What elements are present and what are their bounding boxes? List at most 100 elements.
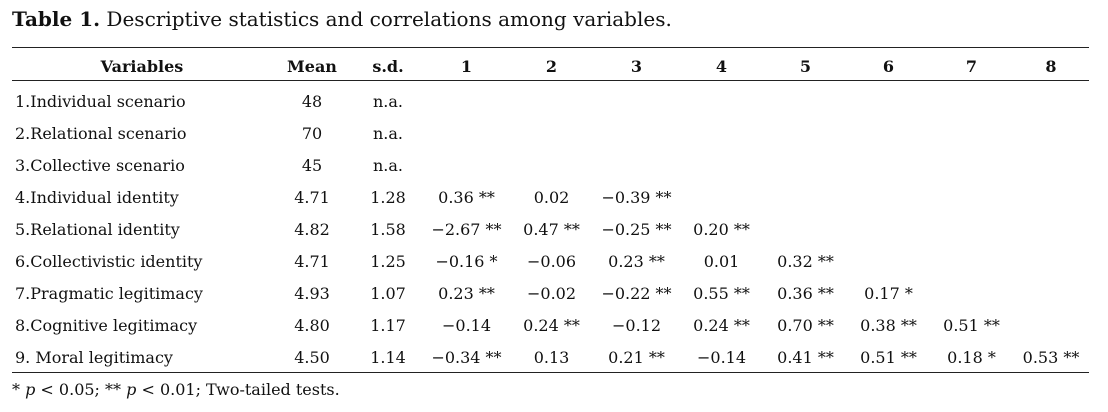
- value-cell: 0.18 *: [947, 347, 996, 367]
- value-cell: 0.55 **: [693, 283, 750, 303]
- variable-name-cell: 6.Collectivistic identity: [15, 251, 203, 271]
- value-cell: −0.25 **: [601, 219, 672, 239]
- value-cell: −2.67 **: [431, 219, 502, 239]
- value-cell: 0.20 **: [693, 219, 750, 239]
- value-cell: 0.36 **: [777, 283, 834, 303]
- table-row: 5.Relational identity 4.82 1.58 −2.67 ** 0.4…: [12, 213, 1089, 245]
- value-cell: −0.16 *: [435, 251, 498, 271]
- column-header-sd: s.d.: [372, 56, 404, 76]
- column-header-variables: Variables: [100, 56, 184, 76]
- column-header-4: 4: [715, 56, 728, 76]
- value-cell: 45: [301, 155, 323, 175]
- table-body: 1.Individual scenario 48 n.a. 2.Relational …: [12, 80, 1089, 373]
- variable-name-cell: 5.Relational identity: [15, 219, 180, 239]
- table-label: Table 1.: [12, 7, 101, 31]
- value-cell: 0.38 **: [860, 315, 917, 335]
- value-cell: −0.34 **: [431, 347, 502, 367]
- value-cell: [424, 149, 509, 181]
- value-cell: [1013, 213, 1089, 245]
- table-title: Descriptive statistics and correlations …: [100, 7, 672, 31]
- value-cell: 0.13: [533, 347, 570, 367]
- variable-name-cell: 9. Moral legitimacy: [15, 347, 173, 367]
- column-header-2: 2: [545, 56, 558, 76]
- table-row: 2.Relational scenario 70 n.a.: [12, 117, 1089, 149]
- value-cell: −0.06: [526, 251, 577, 271]
- value-cell: [847, 85, 930, 117]
- variable-name-cell: 7.Pragmatic legitimacy: [15, 283, 203, 303]
- table-caption: Table 1. Descriptive statistics and corr…: [12, 7, 672, 31]
- value-cell: 48: [301, 91, 323, 111]
- table-row: 1.Individual scenario 48 n.a.: [12, 85, 1089, 117]
- value-cell: 0.51 **: [943, 315, 1000, 335]
- value-cell: 0.02: [533, 187, 570, 207]
- value-cell: [594, 149, 679, 181]
- value-cell: [509, 149, 594, 181]
- value-cell: [930, 181, 1013, 213]
- value-cell: 4.93: [294, 283, 330, 303]
- value-cell: [594, 85, 679, 117]
- value-cell: 0.32 **: [777, 251, 834, 271]
- header-row: Variables Mean s.d. 1 2 3 4 5 6 7 8: [12, 52, 1089, 80]
- value-cell: 1.07: [370, 283, 406, 303]
- note-p-symbol: p: [25, 380, 36, 399]
- top-rule: [12, 47, 1089, 48]
- value-cell: [594, 117, 679, 149]
- bottom-rule: [12, 372, 1089, 373]
- value-cell: 4.80: [294, 315, 330, 335]
- value-cell: [764, 213, 847, 245]
- value-cell: [847, 245, 930, 277]
- value-cell: [847, 149, 930, 181]
- value-cell: 1.28: [370, 187, 406, 207]
- variable-name-cell: 8.Cognitive legitimacy: [15, 315, 198, 335]
- table-row: 7.Pragmatic legitimacy 4.93 1.07 0.23 ** −0.…: [12, 277, 1089, 309]
- variable-name-cell: 3.Collective scenario: [15, 155, 185, 175]
- value-cell: −0.39 **: [601, 187, 672, 207]
- value-cell: 1.58: [370, 219, 406, 239]
- value-cell: −0.02: [526, 283, 577, 303]
- value-cell: [679, 181, 764, 213]
- column-header-5: 5: [799, 56, 812, 76]
- column-header-1: 1: [460, 56, 473, 76]
- column-header-3: 3: [630, 56, 643, 76]
- table-row: 3.Collective scenario 45 n.a.: [12, 149, 1089, 181]
- value-cell: [1013, 309, 1089, 341]
- variable-name-cell: 4.Individual identity: [15, 187, 179, 207]
- note-p-symbol: p: [126, 380, 137, 399]
- value-cell: 1.17: [370, 315, 406, 335]
- value-cell: [847, 117, 930, 149]
- value-cell: [1013, 245, 1089, 277]
- value-cell: [1013, 117, 1089, 149]
- significance-note: * p < 0.05; ** p < 0.01; Two-tailed test…: [12, 380, 340, 399]
- value-cell: 0.21 **: [608, 347, 665, 367]
- value-cell: [764, 85, 847, 117]
- value-cell: [764, 149, 847, 181]
- value-cell: 0.23 **: [608, 251, 665, 271]
- value-cell: 0.41 **: [777, 347, 834, 367]
- value-cell: [930, 245, 1013, 277]
- value-cell: −0.14: [441, 315, 492, 335]
- value-cell: 0.51 **: [860, 347, 917, 367]
- value-cell: 4.82: [294, 219, 330, 239]
- value-cell: 0.01: [703, 251, 740, 271]
- note-part: < 0.01; Two-tailed tests.: [136, 380, 340, 399]
- column-header-7: 7: [965, 56, 978, 76]
- value-cell: n.a.: [372, 155, 403, 175]
- value-cell: [1013, 149, 1089, 181]
- value-cell: [764, 181, 847, 213]
- value-cell: [509, 117, 594, 149]
- value-cell: 0.17 *: [864, 283, 913, 303]
- value-cell: 1.25: [370, 251, 406, 271]
- value-cell: [1013, 181, 1089, 213]
- value-cell: 4.71: [294, 187, 330, 207]
- statistics-table: Variables Mean s.d. 1 2 3 4 5 6 7 8 1.Individual s…: [12, 52, 1089, 373]
- table-row: 9. Moral legitimacy 4.50 1.14 −0.34 ** 0.13 0…: [12, 341, 1089, 373]
- value-cell: [679, 117, 764, 149]
- value-cell: 70: [301, 123, 323, 143]
- value-cell: 0.23 **: [438, 283, 495, 303]
- value-cell: [930, 213, 1013, 245]
- note-part: < 0.05; **: [35, 380, 127, 399]
- value-cell: 1.14: [370, 347, 406, 367]
- value-cell: [424, 85, 509, 117]
- value-cell: [764, 117, 847, 149]
